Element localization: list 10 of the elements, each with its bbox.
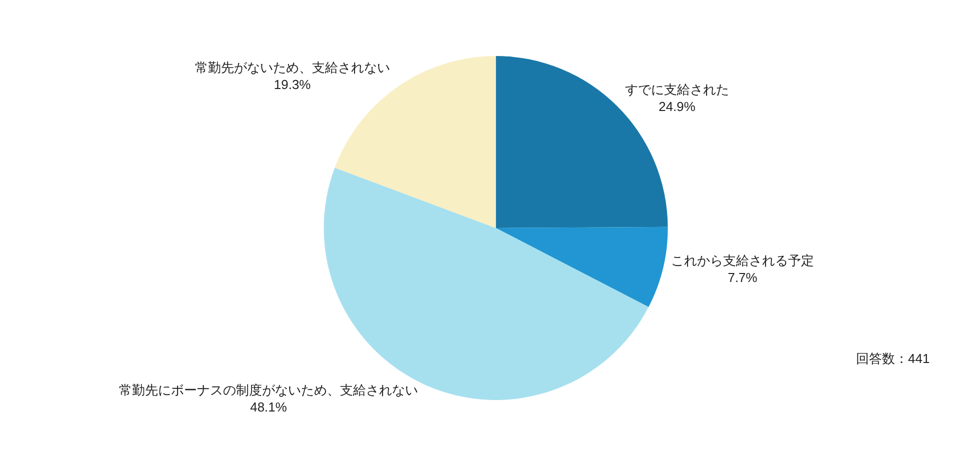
data-label: 19.3% (274, 76, 312, 92)
slice-label: すでに支給された (625, 82, 730, 98)
data-label: 24.9% (658, 98, 696, 114)
text: 回答数：441 (856, 351, 930, 366)
data-label: 7.7% (728, 270, 758, 285)
data-label: 48.1% (250, 399, 288, 414)
slice-label: 常勤先にボーナスの制度がないため、支給されない (119, 382, 418, 398)
slice-label: これから支給される予定 (671, 253, 814, 268)
slice-label: 常勤先がないため、支給されない (194, 60, 390, 75)
pie-slice (496, 226, 668, 308)
